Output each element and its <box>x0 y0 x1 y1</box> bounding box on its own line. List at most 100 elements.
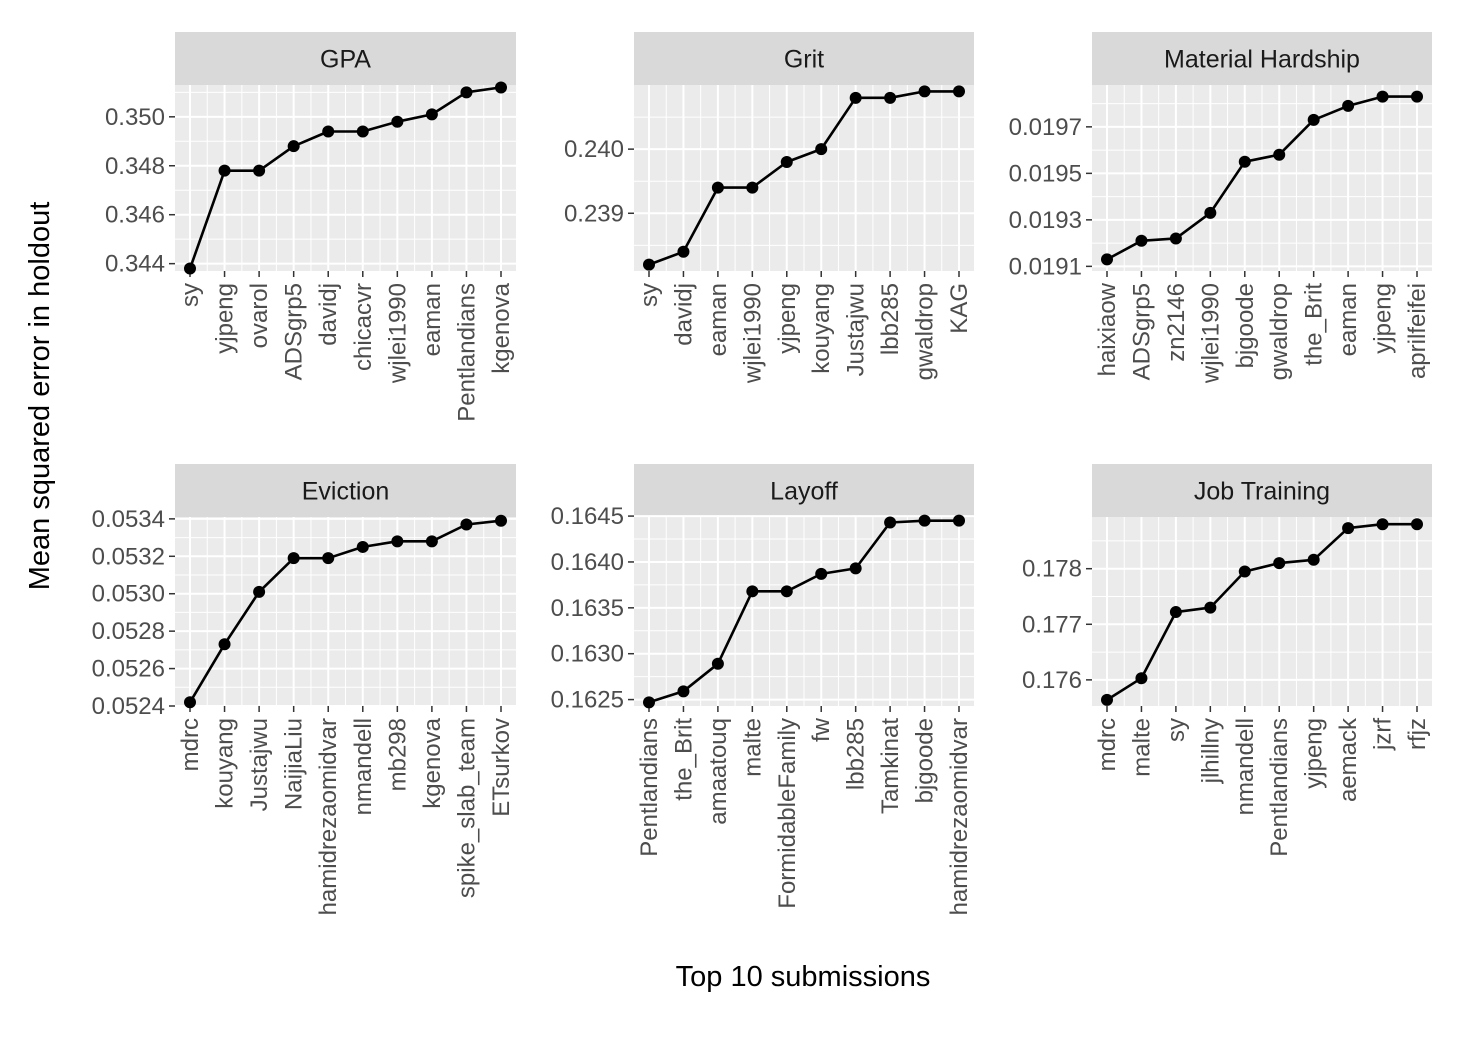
data-point <box>815 143 828 156</box>
x-tick-label: sy <box>636 283 663 307</box>
data-point <box>918 514 931 527</box>
x-tick-label: Pentlandians <box>453 283 480 422</box>
x-tick-label: zn2146 <box>1163 283 1190 362</box>
data-point <box>849 562 862 575</box>
data-point <box>425 108 438 121</box>
x-tick-label: gwaldrop <box>1266 283 1293 380</box>
y-tick-label: 0.177 <box>1022 611 1082 638</box>
panel-grit: Grit 0.239 0.240 sy davidj eaman wjlei1990 yjpe… <box>564 32 974 384</box>
y-tick-label: 0.0197 <box>1009 114 1082 141</box>
x-tick-label: Pentlandians <box>1266 718 1293 857</box>
y-tick-label: 0.0195 <box>1009 160 1082 187</box>
data-point <box>677 245 690 258</box>
x-tick-label: mdrc <box>177 718 204 771</box>
y-tick-label: 0.178 <box>1022 556 1082 583</box>
x-tick-label: FormidableFamily <box>774 718 801 909</box>
data-point <box>1273 148 1286 161</box>
data-point <box>460 518 473 531</box>
y-tick-label: 0.239 <box>564 200 624 227</box>
x-tick-label: Justajwu <box>843 283 870 376</box>
data-point <box>1101 253 1113 266</box>
data-point <box>184 262 196 275</box>
data-point <box>1342 99 1355 112</box>
data-point <box>356 125 369 138</box>
x-tick-label: nmandell <box>1232 718 1259 815</box>
x-tick-label: eaman <box>419 283 446 356</box>
series-line <box>188 86 502 270</box>
data-point <box>643 696 655 709</box>
data-point <box>460 86 473 99</box>
x-tick-label: Justajwu <box>246 718 273 811</box>
y-tick-label: 0.346 <box>105 202 165 229</box>
data-point <box>1238 565 1251 578</box>
x-tick-label: hamidrezaomidvar <box>946 718 973 915</box>
data-point <box>425 535 438 548</box>
data-point <box>711 181 724 194</box>
x-tick-label: Pentlandians <box>636 718 663 857</box>
x-tick-label: Tamkinat <box>877 718 904 814</box>
x-tick-label: the_Brit <box>670 718 697 801</box>
data-point <box>218 164 231 177</box>
series-line <box>648 90 959 266</box>
panel-material-hardship: Material Hardship 0.0191 0.0193 0.0195 0.019… <box>1009 32 1432 384</box>
data-point <box>780 155 793 168</box>
facet-title: Layoff <box>770 478 838 506</box>
x-tick-label: mdrc <box>1094 718 1121 771</box>
series-line <box>188 519 502 703</box>
data-point <box>391 535 404 548</box>
x-tick-label: ETsurkov <box>488 718 515 817</box>
x-tick-label: davidj <box>315 283 342 346</box>
x-tick-label: bjgoode <box>912 718 939 803</box>
data-point <box>884 516 897 529</box>
data-point <box>953 514 965 527</box>
x-tick-label: lbb285 <box>877 283 904 355</box>
panel-gpa: GPA 0.344 0.346 0.348 0.350 sy yjpeng ovarol ADS… <box>105 32 516 422</box>
x-tick-label: ovarol <box>246 283 273 348</box>
x-tick-label: aemack <box>1335 717 1362 802</box>
data-point <box>391 115 404 128</box>
data-point <box>1273 557 1286 570</box>
data-point <box>677 685 690 698</box>
facet-strip <box>634 464 974 517</box>
x-tick-label: kouyang <box>212 718 239 809</box>
data-point <box>356 540 369 553</box>
facet-title: Grit <box>784 46 824 74</box>
x-tick-label: malte <box>1128 718 1155 777</box>
x-tick-label: the_Brit <box>1301 283 1328 366</box>
data-point <box>815 567 828 580</box>
facet-title: GPA <box>320 46 371 74</box>
facet-title: Material Hardship <box>1164 46 1360 74</box>
x-tick-label: wjlei1990 <box>739 283 766 384</box>
data-point <box>1307 113 1320 126</box>
data-point <box>1169 232 1182 245</box>
x-tick-label: kgenova <box>488 282 515 373</box>
x-tick-label: eaman <box>1335 283 1362 356</box>
y-tick-label: 0.0524 <box>92 693 165 720</box>
x-tick-label: hamidrezaomidvar <box>315 718 342 915</box>
x-tick-label: gwaldrop <box>912 283 939 380</box>
x-tick-label: wjlei1990 <box>384 283 411 384</box>
x-tick-label: nmandell <box>350 718 377 815</box>
data-point <box>1342 522 1355 535</box>
x-tick-label: rfjz <box>1404 718 1431 750</box>
x-tick-label: ADSgrp5 <box>281 283 308 380</box>
data-point <box>711 657 724 670</box>
x-tick-label: spike_slab_team <box>453 718 480 898</box>
panel-layoff: Layoff 0.1625 0.1630 0.1635 0.1640 0.1645 Pent… <box>551 464 974 915</box>
x-tick-label: sy <box>177 283 204 307</box>
data-point <box>253 164 266 177</box>
data-point <box>1101 693 1113 706</box>
x-tick-label: mb298 <box>384 718 411 791</box>
data-point <box>1169 606 1182 619</box>
data-point <box>495 514 507 527</box>
data-point <box>322 552 335 565</box>
data-point <box>1411 90 1423 103</box>
panel-job-training: Job Training 0.176 0.177 0.178 mdrc malte sy jl… <box>1022 464 1432 857</box>
data-point <box>918 85 931 98</box>
x-axis-title: Top 10 submissions <box>676 961 931 993</box>
y-tick-label: 0.1640 <box>551 549 624 576</box>
x-tick-label: wjlei1990 <box>1197 283 1224 384</box>
data-point <box>849 91 862 104</box>
